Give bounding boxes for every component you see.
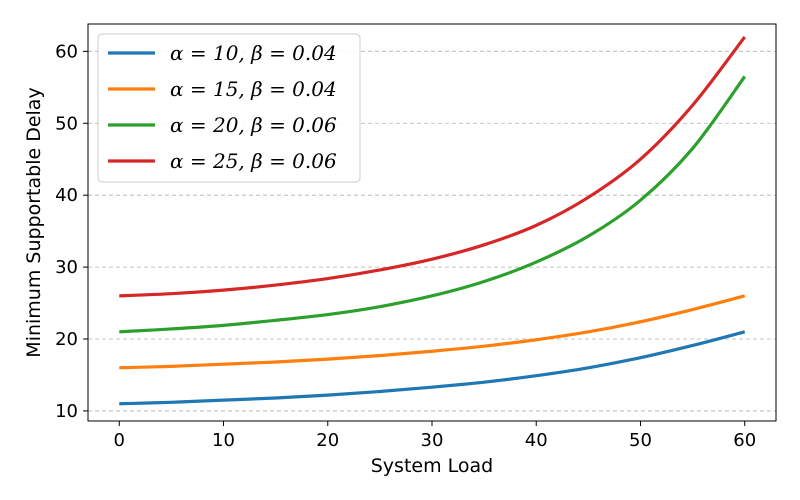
legend-label-1: α = 10, β = 0.04 bbox=[170, 41, 337, 65]
x-axis-ticks: 0 10 20 30 40 50 60 bbox=[114, 421, 756, 451]
x-tick-label: 50 bbox=[629, 430, 652, 451]
legend-label-3: α = 20, β = 0.06 bbox=[170, 113, 337, 137]
y-tick-label: 50 bbox=[55, 113, 78, 134]
x-tick-label: 30 bbox=[421, 430, 444, 451]
y-tick-label: 10 bbox=[55, 401, 78, 422]
legend: α = 10, β = 0.04 α = 15, β = 0.04 α = 20, … bbox=[97, 33, 361, 183]
x-tick-label: 60 bbox=[733, 430, 756, 451]
series-line-2 bbox=[119, 294, 746, 370]
series-line-4 bbox=[119, 35, 747, 298]
series-line-3 bbox=[119, 75, 747, 334]
legend-box bbox=[97, 33, 361, 183]
x-tick-label: 20 bbox=[316, 430, 339, 451]
y-tick-label: 30 bbox=[55, 257, 78, 278]
y-tick-label: 40 bbox=[55, 185, 78, 206]
legend-label-2: α = 15, β = 0.04 bbox=[170, 77, 337, 101]
series-line-1 bbox=[119, 330, 746, 406]
y-axis-ticks: 10 20 30 40 50 60 bbox=[55, 41, 88, 422]
x-tick-label: 40 bbox=[525, 430, 548, 451]
x-tick-label: 10 bbox=[212, 430, 235, 451]
y-tick-label: 20 bbox=[55, 329, 78, 350]
series-lines bbox=[119, 35, 747, 406]
x-axis-label: System Load bbox=[371, 455, 493, 477]
x-tick-label: 0 bbox=[114, 430, 125, 451]
y-tick-label: 60 bbox=[55, 41, 78, 62]
y-axis-label: Minimum Supportable Delay bbox=[23, 87, 45, 357]
legend-label-4: α = 25, β = 0.06 bbox=[170, 149, 337, 173]
